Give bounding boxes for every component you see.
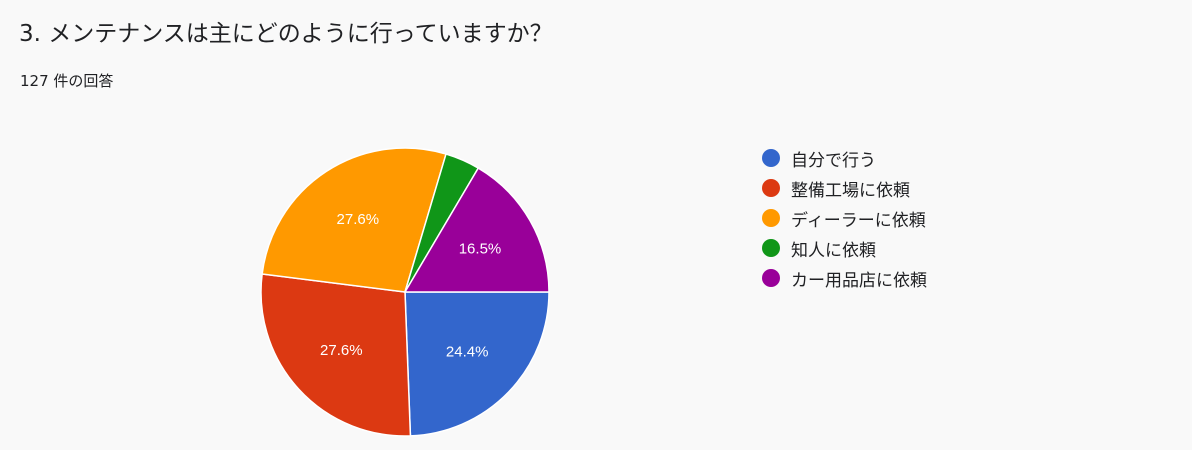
legend-label: カー用品店に依頼 <box>791 270 927 291</box>
slice-label: 24.4% <box>446 343 489 360</box>
response-count: 127 件の回答 <box>20 72 114 90</box>
pie-slice[interactable] <box>261 147 447 293</box>
legend-label: 整備工場に依頼 <box>791 180 910 201</box>
slice-label: 27.6% <box>337 211 380 228</box>
legend-swatch <box>762 239 780 257</box>
legend-item[interactable]: 知人に依頼 <box>762 233 927 263</box>
legend-item[interactable]: カー用品店に依頼 <box>762 263 927 293</box>
legend-label: ディーラーに依頼 <box>791 210 926 231</box>
pie-slice[interactable] <box>403 167 550 293</box>
legend-swatch <box>762 149 780 167</box>
legend-swatch <box>762 269 780 287</box>
legend-label: 自分で行う <box>791 150 876 171</box>
legend-item[interactable]: ディーラーに依頼 <box>762 203 927 233</box>
slice-label: 16.5% <box>459 241 502 258</box>
question-title: 3. メンテナンスは主にどのように行っていますか？ <box>19 21 553 47</box>
legend-item[interactable]: 整備工場に依頼 <box>762 173 927 203</box>
legend-label: 知人に依頼 <box>791 240 876 261</box>
slice-label: 27.6% <box>320 342 363 359</box>
pie-slice[interactable] <box>260 273 412 437</box>
legend-item[interactable]: 自分で行う <box>762 143 927 173</box>
legend-swatch <box>762 209 780 227</box>
chart-legend: 自分で行う整備工場に依頼 ディーラーに依頼 知人に依頼カー用品店に依頼 <box>762 143 927 293</box>
legend-swatch <box>762 179 780 197</box>
pie-slice[interactable] <box>404 291 550 437</box>
